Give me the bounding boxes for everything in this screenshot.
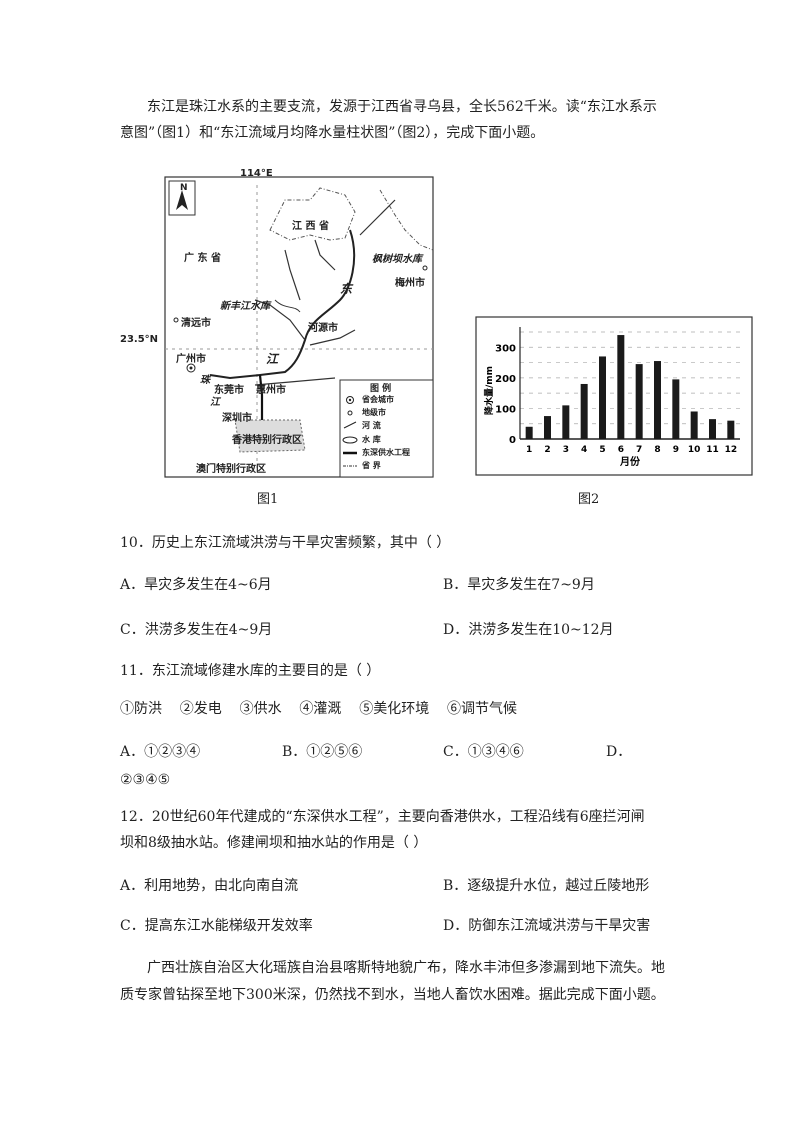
- bar-month-4: [580, 383, 588, 439]
- bar-month-3: [562, 405, 570, 439]
- q11-option-a[interactable]: A．①②③④: [120, 744, 201, 760]
- q10-option-c[interactable]: C．洪涝多发生在4~9月: [120, 622, 273, 638]
- label-heyuan: 河源市: [308, 323, 338, 334]
- label-huizhou: 惠州市: [256, 385, 286, 396]
- label-qingyuan: 清远市: [181, 318, 211, 329]
- bar-month-9: [672, 379, 680, 439]
- q12-option-a[interactable]: A．利用地势，由北向南自流: [120, 878, 299, 894]
- north-arrow-icon: [176, 190, 188, 210]
- label-meizhou: 梅州市: [395, 278, 425, 289]
- label-guangzhou: 广州市: [176, 354, 206, 365]
- q11-items: ①防洪 ②发电 ③供水 ④灌溉 ⑤美化环境 ⑥调节气候: [120, 701, 518, 717]
- label-jiang: 江: [266, 352, 279, 366]
- q12-option-b[interactable]: B．逐级提升水位，越过丘陵地形: [443, 878, 650, 894]
- label-xinfengjiang: 新丰江水库: [220, 301, 270, 312]
- label-jiangxi: 江 西 省: [292, 221, 329, 232]
- q11-option-c[interactable]: C．①③④⑥: [443, 744, 524, 760]
- q11-option-d[interactable]: D．: [606, 744, 632, 760]
- q11-option-b[interactable]: B．①②⑤⑥: [282, 744, 363, 760]
- x-tick-label: 12: [725, 445, 738, 455]
- longitude-label: 114°E: [240, 168, 273, 179]
- q10-option-a[interactable]: A．旱灾多发生在4~6月: [120, 577, 272, 593]
- bar-month-2: [544, 416, 551, 439]
- bar-month-12: [727, 420, 735, 439]
- label-shenzhen: 深圳市: [222, 413, 252, 424]
- bar-month-5: [599, 356, 606, 439]
- x-axis-label: 月份: [619, 455, 641, 468]
- figure1-caption: 图1: [257, 492, 279, 507]
- x-tick-label: 11: [706, 445, 719, 455]
- q10-option-d[interactable]: D．洪涝多发生在10~12月: [443, 622, 614, 638]
- y-tick-label: 0: [509, 435, 516, 446]
- y-axis-label: 降水量/mm: [483, 366, 495, 415]
- x-tick-label: 5: [599, 445, 605, 455]
- intro-line-1: 东江是珠江水系的主要支流，发源于江西省寻乌县，全长562千米。读“东江水系示: [147, 99, 657, 115]
- x-tick-label: 3: [563, 445, 569, 455]
- bar-month-11: [709, 419, 716, 439]
- y-tick-label: 200: [495, 374, 516, 385]
- q12-option-c[interactable]: C．提高东江水能梯级开发效率: [120, 918, 313, 934]
- x-tick-label: 2: [544, 445, 550, 455]
- x-tick-label: 8: [654, 445, 660, 455]
- question-11-stem: 11．东江流域修建水库的主要目的是（ ）: [120, 663, 381, 679]
- passage-line-2: 质专家曾钻探至地下300米深，仍然找不到水，当地人畜饮水困难。据此完成下面小题。: [120, 987, 665, 1003]
- label-zhu: 珠: [200, 375, 210, 386]
- legend-item: 地级市: [362, 408, 386, 417]
- q11-option-d-text[interactable]: ②③④⑤: [120, 772, 171, 788]
- figure2-caption: 图2: [578, 492, 600, 507]
- x-tick-label: 7: [636, 445, 642, 455]
- q12-option-d[interactable]: D．防御东江流域洪涝与干旱灾害: [443, 918, 651, 934]
- legend-item: 水 库: [362, 435, 381, 444]
- y-tick-label: 100: [495, 404, 516, 415]
- bar-month-8: [654, 361, 661, 439]
- bar-month-7: [635, 364, 643, 439]
- legend-item: 省 界: [362, 461, 381, 470]
- x-tick-label: 1: [526, 445, 532, 455]
- question-10-stem: 10．历史上东江流域洪涝与干旱灾害频繁，其中（ ）: [120, 535, 451, 551]
- north-label: N: [180, 183, 188, 193]
- x-tick-label: 10: [688, 445, 701, 455]
- intro-line-2: 意图”（图1）和“东江流域月均降水量柱状图”（图2），完成下面小题。: [120, 125, 545, 141]
- y-tick-label: 300: [495, 343, 516, 354]
- bar-month-6: [617, 335, 625, 439]
- label-dong: 东: [340, 282, 353, 296]
- map-drawing: [164, 176, 434, 478]
- q10-option-b[interactable]: B．旱灾多发生在7~9月: [443, 577, 595, 593]
- label-hongkong: 香港特别行政区: [232, 435, 302, 446]
- legend-item: 省会城市: [362, 395, 394, 404]
- bar-month-1: [525, 426, 533, 439]
- legend-item: 河 流: [362, 421, 381, 430]
- x-tick-label: 6: [618, 445, 624, 455]
- question-12-stem-1: 12．20世纪60年代建成的“东深供水工程”，主要向香港供水，工程沿线有6座拦河…: [120, 809, 645, 825]
- latitude-label: 23.5°N: [120, 334, 159, 345]
- question-12-stem-2: 坝和8级抽水站。修建闸坝和抽水站的作用是（ ）: [120, 835, 428, 851]
- label-dongguan: 东莞市: [214, 385, 244, 396]
- x-tick-label: 9: [673, 445, 679, 455]
- passage-line-1: 广西壮族自治区大化瑶族自治县喀斯特地貌广布，降水丰沛但多渗漏到地下流失。地: [147, 960, 665, 976]
- label-fengshuba: 枫树坝水库: [372, 254, 422, 265]
- bar-month-10: [690, 411, 698, 439]
- label-guangdong: 广 东 省: [184, 253, 221, 264]
- x-tick-label: 4: [581, 445, 587, 455]
- label-macau: 澳门特别行政区: [196, 464, 266, 475]
- legend-title: 图 例: [370, 384, 392, 394]
- legend-item: 东深供水工程: [362, 448, 410, 457]
- label-jiang2: 江: [210, 397, 220, 408]
